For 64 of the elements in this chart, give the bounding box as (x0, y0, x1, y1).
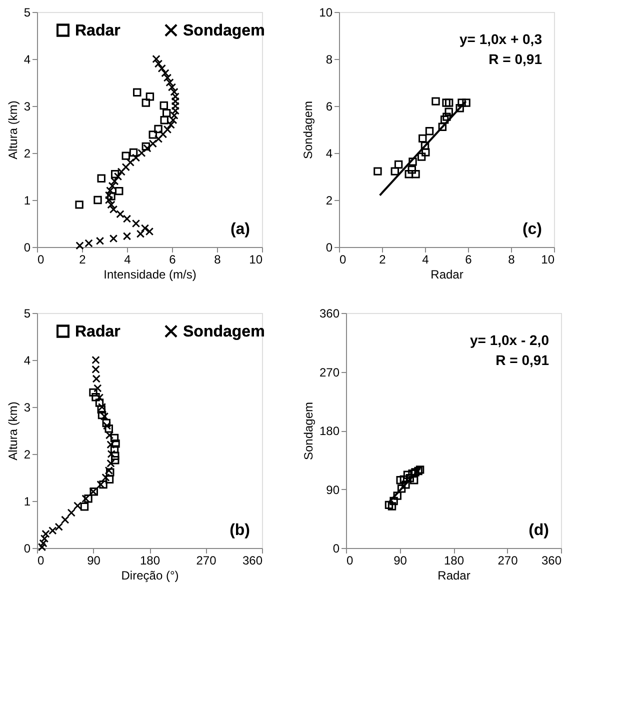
y-tick-label: 5 (24, 6, 31, 20)
y-axis-title: Altura (km) (6, 100, 20, 160)
x-tick-label: 6 (169, 252, 176, 266)
annotation: (c) (522, 221, 542, 238)
y-tick-label: 4 (24, 52, 31, 66)
x-tick-label: 2 (79, 252, 86, 266)
x-tick-label: 8 (508, 252, 516, 266)
y-tick-label: 4 (326, 146, 333, 160)
y-axis-title: Sondagem (301, 402, 316, 460)
x-tick-label: 90 (87, 554, 101, 568)
y-tick-label: 3 (24, 100, 31, 114)
legend-label: Sondagem (183, 22, 265, 40)
x-tick-label: 4 (422, 252, 430, 266)
annotation: (a) (230, 221, 250, 238)
x-tick-label: 360 (242, 554, 263, 568)
y-tick-label: 2 (326, 194, 333, 208)
y-tick-label: 1 (24, 194, 31, 208)
y-tick-label: 180 (319, 424, 340, 438)
x-tick-label: 180 (140, 554, 160, 568)
y-tick-label: 6 (326, 100, 333, 114)
y-tick-label: 0 (24, 542, 31, 556)
y-tick-label: 0 (326, 240, 333, 254)
x-axis-title: Radar (430, 268, 464, 282)
y-tick-label: 270 (319, 365, 340, 380)
x-axis-title: Direção (°) (121, 568, 179, 582)
x-tick-label: 90 (394, 554, 408, 568)
annotation: R = 0,91 (488, 51, 542, 67)
y-tick-label: 10 (319, 6, 333, 20)
annotation: y= 1,0x + 0,3 (459, 31, 542, 47)
x-tick-label: 2 (379, 252, 386, 266)
x-axis-title: Radar (438, 568, 470, 582)
x-tick-label: 180 (444, 554, 464, 568)
y-tick-label: 360 (319, 306, 340, 320)
y-tick-label: 2 (24, 146, 31, 160)
y-tick-label: 4 (24, 354, 31, 368)
x-axis-title: Intensidade (m/s) (104, 268, 196, 282)
x-tick-label: 8 (214, 252, 222, 266)
x-tick-label: 0 (38, 252, 44, 266)
legend-label: Radar (75, 22, 120, 40)
x-tick-label: 4 (124, 252, 132, 266)
y-tick-label: 1 (24, 494, 31, 508)
y-axis-title: Sondagem (301, 100, 316, 160)
x-tick-label: 0 (346, 554, 354, 568)
x-tick-label: 270 (498, 554, 518, 568)
y-tick-label: 0 (332, 542, 340, 556)
y-tick-label: 5 (24, 306, 31, 320)
x-tick-label: 6 (465, 252, 472, 266)
y-axis-title: Altura (km) (6, 402, 20, 460)
legend-label: Sondagem (183, 323, 265, 340)
x-tick-label: 0 (38, 554, 44, 568)
y-tick-label: 8 (326, 52, 333, 66)
y-tick-label: 90 (326, 482, 340, 497)
legend-label: Radar (75, 323, 120, 340)
annotation: (b) (230, 522, 250, 539)
y-tick-label: 0 (24, 240, 31, 254)
x-tick-label: 360 (541, 554, 562, 568)
annotation: y= 1,0x - 2,0 (470, 332, 550, 348)
y-tick-label: 3 (24, 400, 31, 414)
x-tick-label: 10 (249, 252, 263, 266)
annotation: (d) (528, 522, 549, 539)
x-tick-label: 270 (196, 554, 217, 568)
annotation: R = 0,91 (496, 352, 550, 368)
y-tick-label: 2 (24, 448, 31, 462)
x-tick-label: 10 (541, 252, 555, 266)
